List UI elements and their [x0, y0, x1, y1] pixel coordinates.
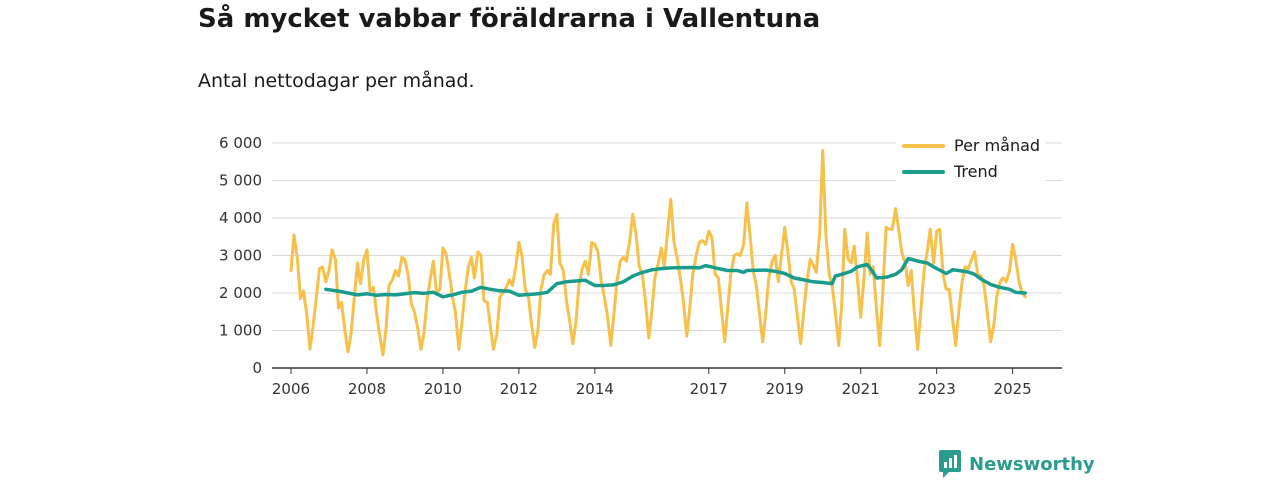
y-axis-ticks: 0 1 000 2 000 3 000 4 000 5 000 6 000 [219, 134, 262, 377]
x-axis-ticks: 2006 2008 2010 2012 2014 2017 2019 2021 2023 2025 [272, 367, 1062, 398]
legend-label-monthly: Per månad [954, 136, 1040, 155]
gridlines [272, 142, 1062, 331]
brand-logo[interactable]: Newsworthy [939, 450, 1095, 478]
x-tick-label: 2023 [918, 380, 956, 398]
series-line-trend [324, 256, 1027, 299]
y-tick-label: 4 000 [219, 209, 262, 227]
chart-title: Så mycket vabbar föräldrarna i Vallentun… [198, 4, 821, 34]
y-tick-label: 1 000 [219, 322, 262, 340]
x-tick-label: 2006 [272, 380, 310, 398]
legend-background [896, 134, 1046, 184]
x-tick-label: 2010 [424, 380, 462, 398]
x-tick-label: 2012 [500, 380, 538, 398]
y-tick-label: 0 [252, 359, 262, 377]
x-tick-label: 2017 [690, 380, 728, 398]
newsworthy-logo-icon [939, 450, 961, 478]
legend-label-trend: Trend [953, 162, 998, 181]
y-tick-label: 2 000 [219, 284, 262, 302]
y-tick-label: 5 000 [219, 172, 262, 190]
x-tick-label: 2025 [994, 380, 1032, 398]
x-tick-label: 2019 [766, 380, 804, 398]
brand-name: Newsworthy [969, 453, 1095, 475]
chart-subtitle: Antal nettodagar per månad. [198, 70, 475, 92]
series-line-monthly [289, 149, 1027, 357]
x-tick-label: 2008 [348, 380, 386, 398]
y-tick-label: 3 000 [219, 247, 262, 265]
series-lines [289, 149, 1027, 357]
y-tick-label: 6 000 [219, 134, 262, 152]
x-tick-label: 2021 [842, 380, 880, 398]
legend: Per månad Trend [896, 134, 1046, 184]
x-tick-label: 2014 [576, 380, 614, 398]
